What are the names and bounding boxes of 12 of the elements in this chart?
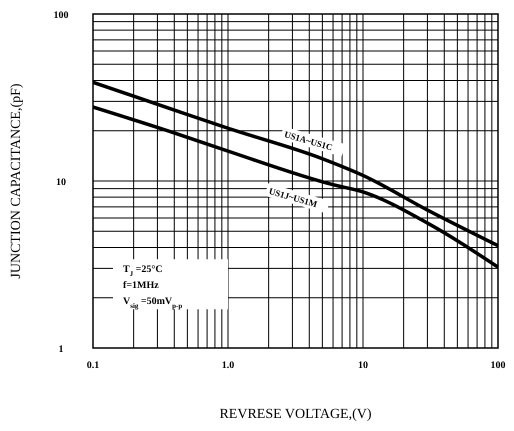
y-tick-label: 100 [54,10,68,21]
y-tick-label: 1 [58,344,64,355]
x-tick-label: 10 [358,360,368,371]
x-tick-label: 100 [490,360,506,371]
x-axis-title: REVRESE VOLTAGE,(V) [219,407,372,422]
y-axis-title: JUNCTION CAPACITANCE,(pF) [9,83,24,279]
annotation: V$_{sig}$ =50mV$_{p-p}$ [123,296,182,310]
annotation: T$_{J}$ =25°C [123,264,163,278]
x-tick-label: 1.0 [222,360,234,371]
annotation: f=1MHz [123,280,160,292]
y-tick-label: 10 [56,177,66,188]
x-tick-label: 0.1 [86,360,100,371]
